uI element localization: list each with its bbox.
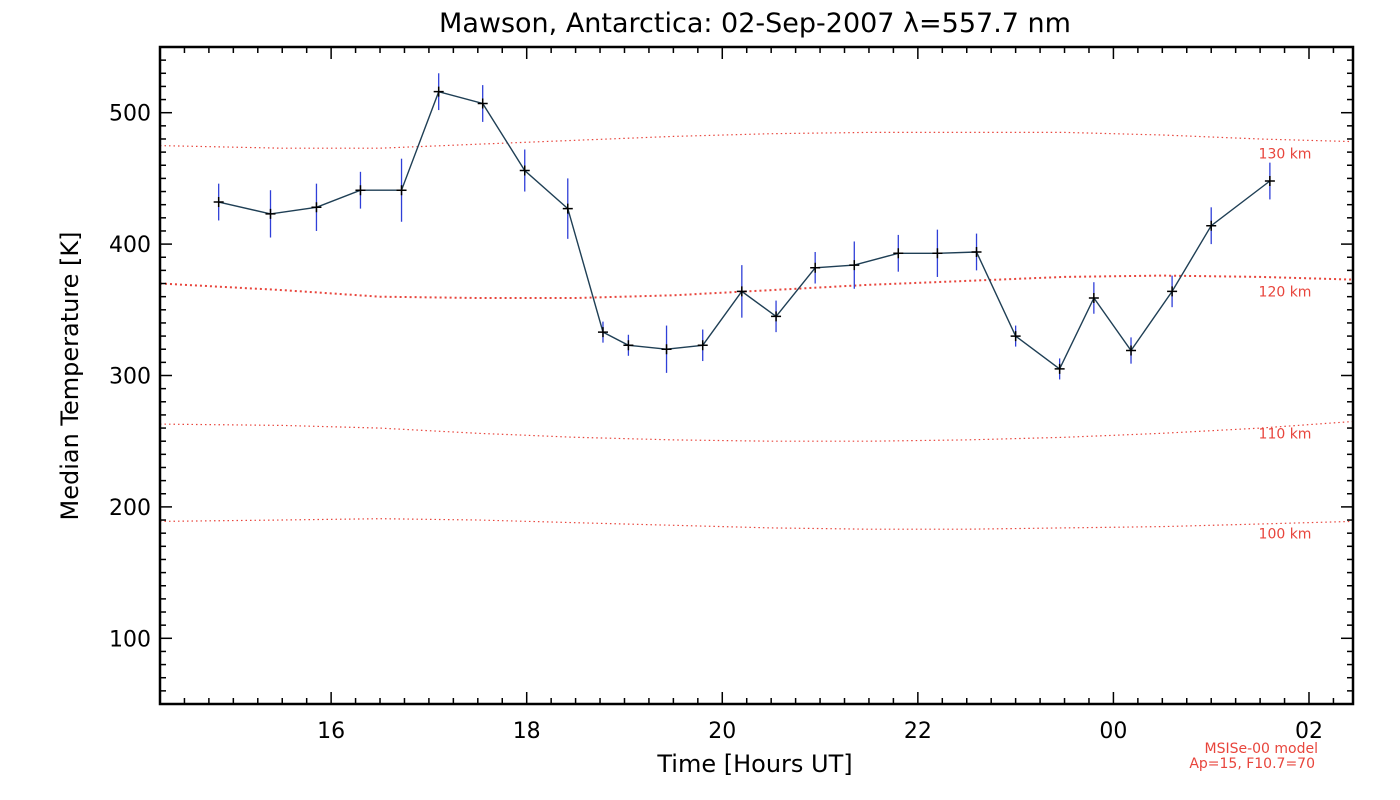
axes — [158, 45, 1355, 706]
data-point — [771, 311, 782, 322]
x-tick-label: 16 — [317, 719, 345, 744]
data-point — [661, 344, 672, 355]
data-point — [597, 327, 608, 338]
x-tick-label: 20 — [708, 719, 736, 744]
y-tick-label: 200 — [109, 496, 151, 521]
data-point — [477, 98, 488, 109]
data-point — [433, 86, 444, 97]
y-tick-label: 100 — [109, 627, 151, 652]
data-point — [1010, 331, 1021, 342]
x-axis-title: Time [Hours UT] — [656, 750, 852, 778]
model-line-label-120-km: 120 km — [1259, 285, 1312, 301]
chart-title: Mawson, Antarctica: 02-Sep-2007 λ=557.7 … — [439, 8, 1071, 39]
tick-labels: 100 200 300 400 500 16 18 20 22 00 02 — [109, 102, 1323, 744]
model-line-label-130-km: 130 km — [1259, 147, 1312, 163]
x-tick-label: 02 — [1295, 719, 1323, 744]
data-point — [623, 340, 634, 351]
x-tick-label: 22 — [904, 719, 932, 744]
x-tick-label: 18 — [513, 719, 541, 744]
data-point — [810, 262, 821, 273]
model-line-label-100-km: 100 km — [1259, 526, 1312, 542]
y-tick-label: 300 — [109, 365, 151, 390]
y-axis-title: Median Temperature [K] — [56, 231, 84, 520]
y-tick-label: 500 — [109, 102, 151, 127]
data-point — [932, 248, 943, 259]
y-tick-label: 400 — [109, 233, 151, 258]
data-point — [971, 246, 982, 257]
plot-frame — [158, 45, 1355, 706]
model-line-110-km — [159, 420, 1354, 442]
data-point — [1264, 176, 1275, 187]
model-line-label-110-km: 110 km — [1259, 426, 1312, 442]
data-point — [1088, 292, 1099, 303]
model-line-130-km — [159, 131, 1354, 149]
data-point — [265, 208, 276, 219]
data-point — [893, 248, 904, 259]
data-point — [697, 340, 708, 351]
x-tick-label: 00 — [1099, 719, 1127, 744]
series-line — [218, 90, 1271, 370]
data-point — [1206, 220, 1217, 231]
data-point — [213, 197, 224, 208]
data-point — [311, 202, 322, 213]
model-name-note: MSISe-00 model — [1204, 741, 1318, 757]
model-lines: 130 km 120 km 110 km 100 km — [159, 131, 1354, 542]
model-line-120-km — [159, 274, 1354, 299]
model-params-note: Ap=15, F10.7=70 — [1189, 756, 1315, 772]
model-line-100-km — [159, 518, 1354, 530]
data-series — [213, 73, 1275, 380]
data-point — [519, 165, 530, 176]
data-point — [1054, 363, 1065, 374]
data-point — [1126, 345, 1137, 356]
data-point — [396, 185, 407, 196]
tick-marks — [160, 46, 1353, 704]
data-point — [1167, 286, 1178, 297]
data-point — [355, 185, 366, 196]
data-point — [849, 260, 860, 271]
data-point — [562, 203, 573, 214]
data-point — [736, 286, 747, 297]
